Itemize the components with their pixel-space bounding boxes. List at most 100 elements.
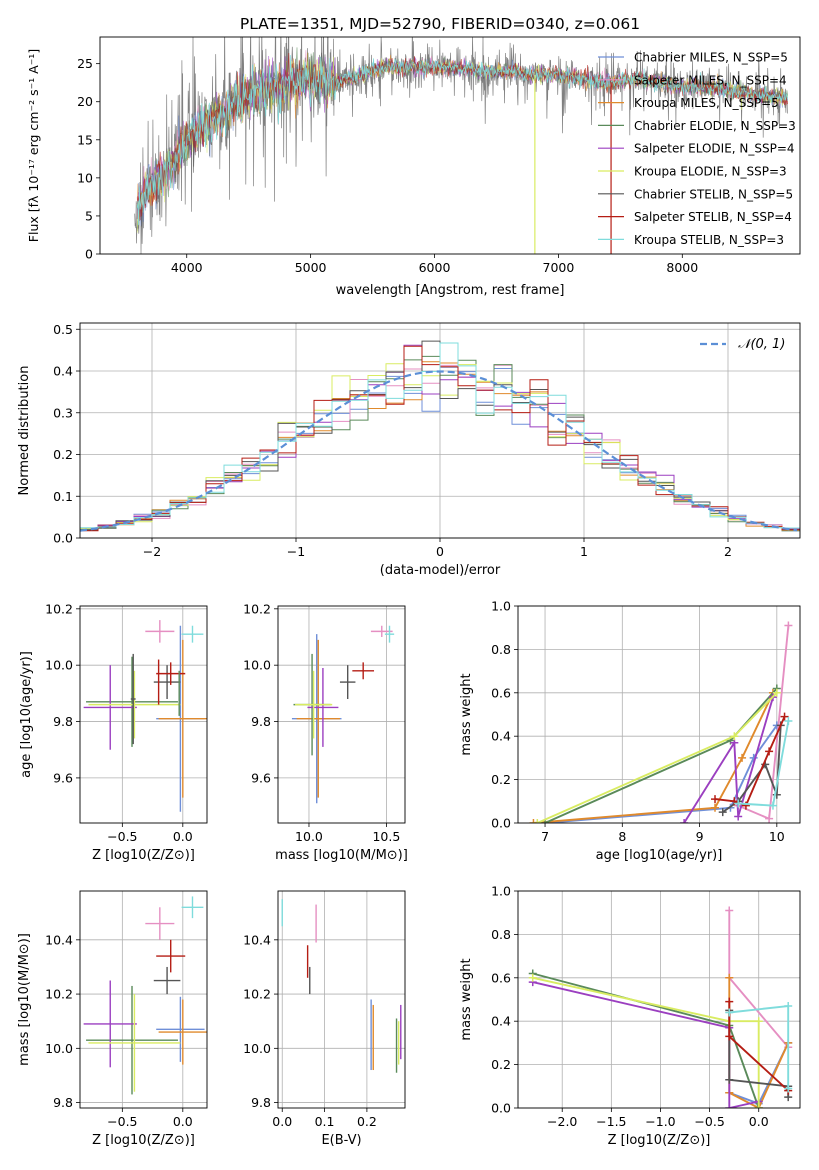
axes-frame (517, 605, 801, 824)
y-tick-label: 20 (77, 94, 93, 109)
series-marker (730, 732, 739, 741)
panel-weight_vs_Z: −2.0 −1.5 −1.0 −0.5 0.0 0.0 0.2 0.4 0.6 0.8 1.0 Z [… (459, 884, 801, 1148)
y-tick-label: 15 (77, 132, 93, 147)
series-marker (765, 747, 774, 756)
legend-label-kroupa-stelib: Kroupa STELIB, N_SSP=3 (634, 233, 784, 247)
y-tick-label: 0.4 (53, 364, 73, 379)
point-chabrier-stelib (153, 665, 181, 699)
panel-residuals: −2 −1 0 1 2 0.0 0.1 0.2 0.3 0.4 0.5 (data-model)/er… (17, 322, 801, 578)
y-tick-label: 0.2 (491, 1057, 511, 1072)
y-axis-label: mass [log10(M/M⊙)] (17, 933, 32, 1066)
panel-age_vs_mass: 10.0 10.5 9.6 9.8 10.0 10.2 mass [log10(M/M⊙)] (243, 601, 408, 863)
series-salpeter-elodie (528, 978, 763, 1108)
panel-age_vs_Z: −0.5 0.0 9.6 9.8 10.0 10.2 Z [log10(Z/Z⊙)] age … (19, 601, 208, 863)
series-marker (725, 1075, 734, 1084)
y-tick-label: 0.2 (491, 772, 511, 787)
x-axis-label: Z [log10(Z/Z⊙)] (92, 1133, 195, 1148)
plot-area (83, 620, 207, 812)
x-tick-label: −2.0 (547, 1114, 577, 1129)
y-tick-label: 0.4 (491, 1014, 511, 1029)
series-line (532, 976, 760, 1108)
x-tick-label: 10.5 (372, 829, 400, 844)
y-tick-label: 0.6 (491, 970, 511, 985)
series-marker (725, 1104, 734, 1108)
x-tick-label: 0.0 (749, 1114, 769, 1129)
point-salpeter-stelib (156, 939, 186, 973)
figure-title: PLATE=1351, MJD=52790, FIBERID=0340, z=0… (240, 15, 640, 33)
axes-frame (277, 605, 406, 824)
legend-label-kroupa-elodie: Kroupa ELODIE, N_SSP=3 (634, 165, 787, 179)
point-salpeter-elodie (83, 980, 137, 1068)
series-marker (529, 819, 538, 823)
x-tick-label: 9 (696, 829, 704, 844)
model-kroupa-stelib (136, 55, 788, 226)
x-tick-label: 0.0 (173, 1114, 193, 1129)
series-marker (725, 1008, 734, 1017)
y-axis-label: Flux [fλ 10⁻¹⁷ erg cm⁻² s⁻¹ A⁻¹] (26, 49, 41, 242)
point-salpeter-miles (145, 620, 175, 643)
series-marker (741, 801, 750, 810)
y-tick-label: 9.8 (251, 714, 271, 729)
series-kroupa-elodie (533, 688, 781, 823)
x-tick-label: −1.5 (596, 1114, 626, 1129)
plot-area (83, 896, 207, 1095)
y-tick-label: 0.6 (491, 685, 511, 700)
y-tick-label: 10.2 (45, 601, 73, 616)
series-kroupa-miles (529, 688, 777, 823)
series-kroupa-stelib (725, 1002, 793, 1093)
series-marker (718, 808, 727, 817)
y-tick-label: 0.0 (491, 1101, 511, 1116)
y-axis-label: mass weight (459, 958, 474, 1040)
x-tick-label: 7 (541, 829, 549, 844)
series-marker (711, 795, 720, 804)
y-tick-label: 0.5 (53, 322, 73, 337)
series-marker (711, 803, 720, 812)
axes-frame (277, 890, 406, 1109)
point-chabrier-miles (156, 996, 205, 1062)
point-kroupa-miles (296, 639, 340, 798)
y-axis-label: age [log10(age/yr)] (19, 651, 34, 778)
legend-label-salpeter-miles: Salpeter MILES, N_SSP=4 (634, 73, 787, 87)
series-marker (725, 997, 734, 1006)
normal-curve (80, 370, 798, 532)
y-tick-label: 9.8 (53, 1095, 73, 1110)
y-tick-label: 0.8 (491, 642, 511, 657)
y-tick-label: 0 (85, 247, 93, 262)
series-line (532, 981, 759, 1108)
series-line (683, 696, 774, 823)
axes-frame (517, 890, 801, 1109)
legend-label-normal: 𝒩(0, 1) (738, 337, 785, 352)
series-marker (734, 799, 743, 808)
series-line (544, 724, 778, 823)
y-tick-label: 10.2 (45, 987, 73, 1002)
series-marker (754, 1104, 763, 1108)
plot-area (529, 621, 793, 823)
x-tick-label: 0.0 (272, 1114, 292, 1129)
y-tick-label: 0.4 (491, 729, 511, 744)
series-line (533, 692, 774, 823)
axes-frame (79, 890, 208, 1109)
x-tick-label: 8 (618, 829, 626, 844)
series-marker (734, 812, 743, 821)
x-tick-label: −0.5 (107, 829, 137, 844)
x-tick-label: 0.1 (315, 1114, 335, 1129)
series-marker (533, 819, 542, 823)
x-axis-label: Z [log10(Z/Z⊙)] (608, 1133, 711, 1148)
y-tick-label: 0.2 (53, 447, 73, 462)
axes-frame (79, 605, 208, 824)
x-axis-label: E(B-V) (321, 1133, 361, 1148)
y-tick-label: 25 (77, 56, 93, 71)
x-axis-label: Z [log10(Z/Z⊙)] (92, 848, 195, 863)
series-marker (725, 973, 734, 982)
series-kroupa-stelib (734, 717, 793, 810)
series-marker (784, 1002, 793, 1011)
x-tick-label: −2 (143, 544, 161, 559)
series-salpeter-miles (734, 621, 793, 823)
series-marker (725, 906, 734, 915)
legend-label-chabrier-elodie: Chabrier ELODIE, N_SSP=3 (634, 119, 796, 133)
x-axis-label: wavelength [Angstrom, rest frame] (336, 283, 565, 298)
point-kroupa-elodie (88, 670, 181, 739)
series-marker (725, 1032, 734, 1041)
y-tick-label: 0.8 (491, 927, 511, 942)
panel-mass_vs_Z: −0.5 0.0 9.8 10.0 10.2 10.4 Z [log10(Z/Z⊙)] mas… (17, 890, 208, 1148)
